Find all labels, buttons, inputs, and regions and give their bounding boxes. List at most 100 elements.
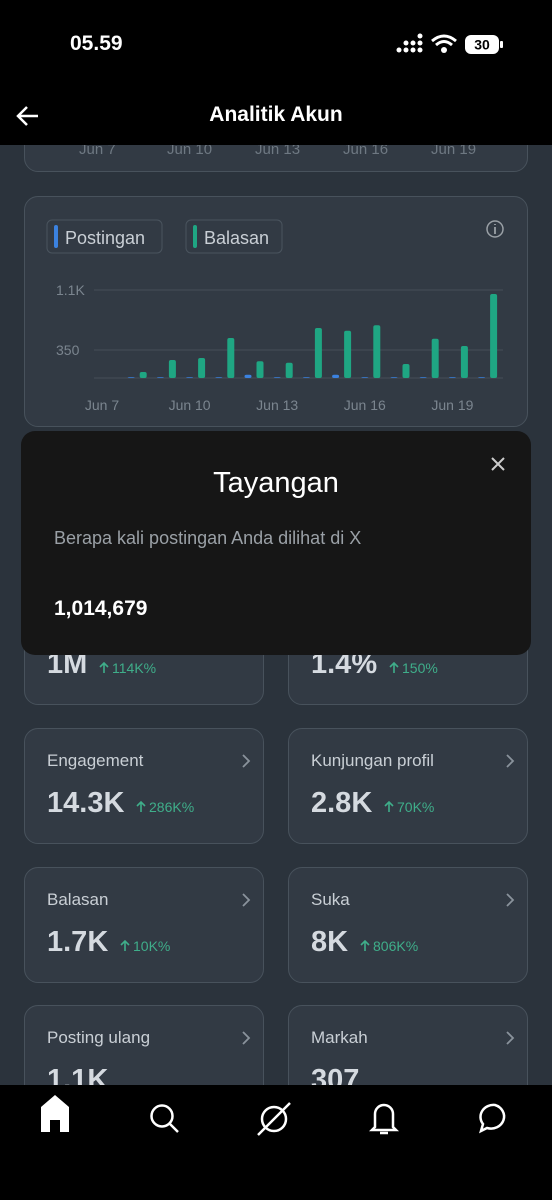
bar <box>186 377 194 378</box>
legend-label: Balasan <box>204 228 269 248</box>
chevron <box>242 1031 251 1045</box>
up-arrow <box>136 800 146 812</box>
metric-change: 150% <box>389 660 438 676</box>
bar <box>273 377 281 378</box>
bar <box>227 338 235 378</box>
metric-change: 806K% <box>360 938 418 954</box>
bar <box>285 362 293 378</box>
metric-value: 8K <box>311 926 349 958</box>
notifications-icon[interactable] <box>368 1103 400 1135</box>
bar <box>402 364 410 378</box>
bar <box>460 346 468 378</box>
up-arrow <box>384 800 394 812</box>
x-tick-label: Jun 19 <box>431 141 477 158</box>
arrow-path <box>120 939 130 951</box>
change-text: 150% <box>402 660 438 676</box>
x-tick-label: Jun 7 <box>79 141 116 158</box>
x-tick-label: Jun 10 <box>167 141 213 158</box>
back-button[interactable] <box>14 103 42 129</box>
battery: 30 <box>474 37 490 53</box>
y-tick-label: 1.1K <box>56 282 85 298</box>
x-tick-label: Jun 16 <box>344 397 386 413</box>
metric-card[interactable]: Suka 8K 806K% <box>288 867 528 983</box>
x-tick-label: Jun 16 <box>343 141 389 158</box>
bar <box>373 325 381 378</box>
bar <box>478 377 486 378</box>
messages-icon[interactable] <box>479 1103 506 1134</box>
top-bar: 05.59 30 Analitik Akun <box>0 0 552 145</box>
x-tick-label: Jun 13 <box>256 397 298 413</box>
chart: Postingan Balasan 1.1K 350 Jun 7 Jun 10 Jun 13… <box>46 219 504 413</box>
metric-value: 2.8K <box>311 787 373 819</box>
metric-card[interactable]: Kunjungan profil 2.8K 70K% <box>288 728 528 844</box>
bar <box>127 377 135 378</box>
up-arrow <box>120 939 130 951</box>
metric-change: 10K% <box>120 938 170 954</box>
change-text: 114K% <box>112 660 157 676</box>
x-tick-label: Jun 19 <box>431 397 473 413</box>
bar <box>256 361 264 378</box>
legend-swatch <box>193 225 197 248</box>
metric-change: 286K% <box>136 799 194 815</box>
metric-card[interactable]: Engagement 14.3K 286K% <box>24 728 264 844</box>
metric-change: 114K% <box>99 660 156 676</box>
tooltip-title: Tayangan <box>213 467 339 499</box>
legend-box <box>185 219 283 254</box>
bar <box>390 377 398 378</box>
home-icon[interactable] <box>41 1095 69 1132</box>
metric-label: Engagement <box>47 751 144 770</box>
metric-label: Posting ulang <box>47 1028 151 1047</box>
chevron <box>506 1031 515 1045</box>
bar <box>490 294 498 378</box>
chevron <box>242 754 251 768</box>
bar <box>168 360 176 378</box>
close-button[interactable] <box>489 455 507 473</box>
arrow-path <box>360 939 370 951</box>
arrow-path <box>136 800 146 812</box>
bar <box>344 330 352 378</box>
chevron-path <box>506 893 515 907</box>
change-text: 10K% <box>133 938 171 954</box>
bar <box>139 372 147 378</box>
legend-label: Postingan <box>65 228 145 248</box>
bar <box>361 377 369 378</box>
metric-card[interactable]: Balasan 1.7K 10K% <box>24 867 264 983</box>
time: 05.59 <box>70 32 123 55</box>
info-icon[interactable] <box>486 220 504 238</box>
chevron-path <box>506 1031 515 1045</box>
bar <box>156 377 164 378</box>
chevron-path <box>242 893 251 907</box>
x-tick-label: Jun 13 <box>255 141 301 158</box>
y-tick-label: 350 <box>56 342 80 358</box>
up-arrow <box>389 661 399 673</box>
tooltip-description: Berapa kali postingan Anda dilihat di X <box>54 528 362 548</box>
search-icon[interactable] <box>150 1104 179 1133</box>
legend-box <box>46 219 163 254</box>
bar <box>215 377 223 378</box>
status-icons: 30 <box>396 33 503 54</box>
tooltip-value: 1,014,679 <box>54 597 148 620</box>
chevron <box>506 893 515 907</box>
grok-icon[interactable] <box>257 1102 291 1136</box>
bar <box>314 328 322 378</box>
bar <box>332 374 340 378</box>
bar <box>431 338 439 378</box>
x-tick-label: Jun 10 <box>169 397 211 413</box>
info-circle <box>486 220 504 238</box>
chevron-path <box>242 754 251 768</box>
change-text: 70K% <box>397 799 435 815</box>
tooltip: Tayangan Berapa kali postingan Anda dili… <box>21 431 531 655</box>
bar <box>198 358 206 378</box>
chevron-path <box>242 1031 251 1045</box>
metric-change: 70K% <box>384 799 434 815</box>
metric-label: Suka <box>311 890 350 909</box>
bar <box>244 374 252 378</box>
bar <box>448 377 456 378</box>
change-text: 806K% <box>373 938 419 954</box>
legend-swatch <box>54 225 58 248</box>
up-arrow <box>360 939 370 951</box>
metric-value: 14.3K <box>47 787 125 819</box>
metric-label: Kunjungan profil <box>311 751 434 770</box>
chevron <box>506 754 515 768</box>
